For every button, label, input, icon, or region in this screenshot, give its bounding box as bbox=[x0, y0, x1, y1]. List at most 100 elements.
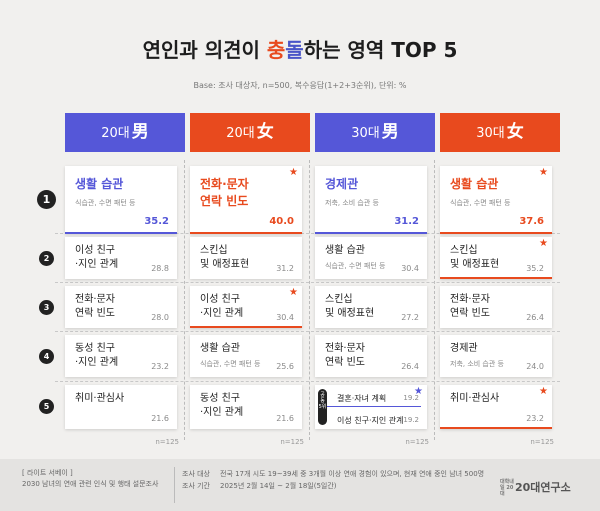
star-icon: ★ bbox=[289, 287, 298, 298]
source-title: [ 라이트 서베이 ] bbox=[22, 469, 73, 477]
item-value: 37.6 bbox=[519, 216, 544, 227]
rank-badge-1: 1 bbox=[37, 190, 56, 209]
item-sublabel: 식습관, 수면 패턴 등 bbox=[325, 262, 386, 270]
item-sublabel: 식습관, 수면 패턴 등 bbox=[75, 199, 136, 207]
column-header-1: 20대 男 bbox=[65, 113, 185, 152]
item-value: 35.2 bbox=[144, 216, 169, 227]
ranking-card: 스킨십 및 애정표현 31.2 bbox=[190, 237, 302, 279]
item-label: 스킨십 및 애정표현 bbox=[325, 294, 375, 319]
ranking-card: 경제관 저축, 소비 습관 등 24.0 bbox=[440, 335, 552, 377]
item-label: 생활 습관 bbox=[200, 343, 240, 354]
source-desc: 2030 남녀의 연애 관련 인식 및 행태 설문조사 bbox=[22, 480, 159, 488]
column-divider bbox=[434, 160, 435, 440]
item-label: 전화·문자 연락 빈도 bbox=[325, 343, 365, 368]
gender-label: 女 bbox=[256, 122, 274, 142]
item-value: 28.0 bbox=[151, 313, 169, 322]
item-value: 31.2 bbox=[276, 264, 294, 273]
item-label: 전화·문자 연락 빈도 bbox=[75, 294, 115, 319]
rank-badge-3: 3 bbox=[39, 300, 54, 315]
target-key: 조사 대상 bbox=[182, 470, 210, 478]
row-divider bbox=[55, 282, 560, 283]
item-value: 21.6 bbox=[276, 414, 294, 423]
ranking-card: 전화·문자 연락 빈도 26.4 bbox=[315, 335, 427, 377]
tie-card: 결혼·자녀 계획 19.2 ★ 이성 친구·지인 관계 19.2 bbox=[315, 385, 427, 429]
age-label: 30대 bbox=[476, 126, 505, 141]
column-header-3: 30대 男 bbox=[315, 113, 435, 152]
ranking-card: 전화·문자 연락 빈도 40.0 ★ bbox=[190, 166, 302, 234]
tie-item-label: 결혼·자녀 계획 bbox=[337, 394, 387, 403]
row-divider bbox=[55, 233, 560, 234]
gender-label: 女 bbox=[506, 122, 524, 142]
column-divider bbox=[309, 160, 310, 440]
item-value: 28.8 bbox=[151, 264, 169, 273]
item-label: 경제관 bbox=[450, 343, 478, 354]
gender-label: 男 bbox=[381, 122, 399, 142]
ranking-card: 동성 친구 ·지인 관계 23.2 bbox=[65, 335, 177, 377]
item-label: 경제관 bbox=[325, 177, 359, 191]
item-value: 35.2 bbox=[526, 264, 544, 273]
item-value: 40.0 bbox=[269, 216, 294, 227]
star-icon: ★ bbox=[539, 238, 548, 249]
ranking-card: 생활 습관 식습관, 수면 패턴 등 30.4 bbox=[315, 237, 427, 279]
item-value: 30.4 bbox=[401, 264, 419, 273]
ranking-card: 취미·관심사 21.6 bbox=[65, 385, 177, 429]
rank-badge-4: 4 bbox=[39, 349, 54, 364]
star-icon: ★ bbox=[414, 386, 423, 397]
column-divider bbox=[184, 160, 185, 440]
item-label: 이성 친구 ·지인 관계 bbox=[75, 245, 119, 270]
footer-divider bbox=[174, 467, 175, 503]
star-icon: ★ bbox=[539, 386, 548, 397]
item-sublabel: 식습관, 수면 패턴 등 bbox=[450, 199, 511, 207]
item-value: 25.6 bbox=[276, 362, 294, 371]
sample-size: n=125 bbox=[280, 438, 304, 446]
item-value: 27.2 bbox=[401, 313, 419, 322]
item-value: 23.2 bbox=[151, 362, 169, 371]
age-label: 20대 bbox=[101, 126, 130, 141]
item-label: 전화·문자 연락 빈도 bbox=[450, 294, 490, 319]
item-label: 동성 친구 ·지인 관계 bbox=[75, 343, 119, 368]
ranking-card: 스킨십 및 애정표현 35.2 ★ bbox=[440, 237, 552, 279]
footer: [ 라이트 서베이 ] 2030 남녀의 연애 관련 인식 및 행태 설문조사 … bbox=[0, 459, 600, 511]
tie-separator bbox=[321, 406, 421, 407]
source-info: [ 라이트 서베이 ] 2030 남녀의 연애 관련 인식 및 행태 설문조사 bbox=[22, 468, 158, 490]
ranking-card: 스킨십 및 애정표현 27.2 bbox=[315, 286, 427, 328]
item-label: 생활 습관 bbox=[75, 177, 124, 191]
item-label: 생활 습관 bbox=[450, 177, 499, 191]
tie-item-value: 19.2 bbox=[403, 416, 419, 424]
sample-size: n=125 bbox=[405, 438, 429, 446]
ranking-card: 전화·문자 연락 빈도 26.4 bbox=[440, 286, 552, 328]
item-value: 26.4 bbox=[526, 313, 544, 322]
period-key: 조사 기간 bbox=[182, 482, 210, 490]
star-icon: ★ bbox=[289, 167, 298, 178]
item-value: 21.6 bbox=[151, 414, 169, 423]
item-sublabel: 저축, 소비 습관 등 bbox=[325, 199, 379, 207]
sample-size: n=125 bbox=[530, 438, 554, 446]
age-label: 30대 bbox=[351, 126, 380, 141]
item-value: 23.2 bbox=[526, 414, 544, 423]
column-header-2: 20대 女 bbox=[190, 113, 310, 152]
column-header-4: 30대 女 bbox=[440, 113, 560, 152]
tie-item-value: 19.2 bbox=[403, 394, 419, 402]
age-label: 20대 bbox=[226, 126, 255, 141]
item-label: 이성 친구 ·지인 관계 bbox=[200, 294, 244, 319]
item-value: 24.0 bbox=[526, 362, 544, 371]
ranking-card: 취미·관심사 23.2 ★ bbox=[440, 385, 552, 429]
item-value: 26.4 bbox=[401, 362, 419, 371]
ranking-card: 이성 친구 ·지인 관계 30.4 ★ bbox=[190, 286, 302, 328]
item-value: 31.2 bbox=[394, 216, 419, 227]
base-note: Base: 조사 대상자, n=500, 복수응답(1+2+3순위), 단위: … bbox=[193, 81, 407, 90]
star-icon: ★ bbox=[539, 167, 548, 178]
gender-label: 男 bbox=[131, 122, 149, 142]
row-divider bbox=[55, 331, 560, 332]
ranking-card: 생활 습관 식습관, 수면 패턴 등 25.6 bbox=[190, 335, 302, 377]
item-label: 스킨십 및 애정표현 bbox=[450, 245, 500, 270]
logo: 대학내일 20대 20대연구소 bbox=[500, 479, 571, 497]
period-value: 2025년 2월 14일 ~ 2월 18일(5일간) bbox=[220, 482, 337, 490]
tie-badge: 공동 5위 bbox=[318, 389, 327, 425]
rank-badge-5: 5 bbox=[39, 399, 54, 414]
ranking-card: 동성 친구 ·지인 관계 21.6 bbox=[190, 385, 302, 429]
ranking-card: 이성 친구 ·지인 관계 28.8 bbox=[65, 237, 177, 279]
